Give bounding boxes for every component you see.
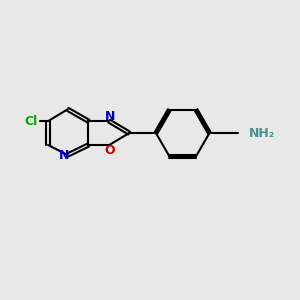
Text: N: N <box>58 148 69 162</box>
Text: O: O <box>105 143 116 157</box>
Text: NH₂: NH₂ <box>249 127 275 140</box>
Text: Cl: Cl <box>25 115 38 128</box>
Text: N: N <box>105 110 116 123</box>
